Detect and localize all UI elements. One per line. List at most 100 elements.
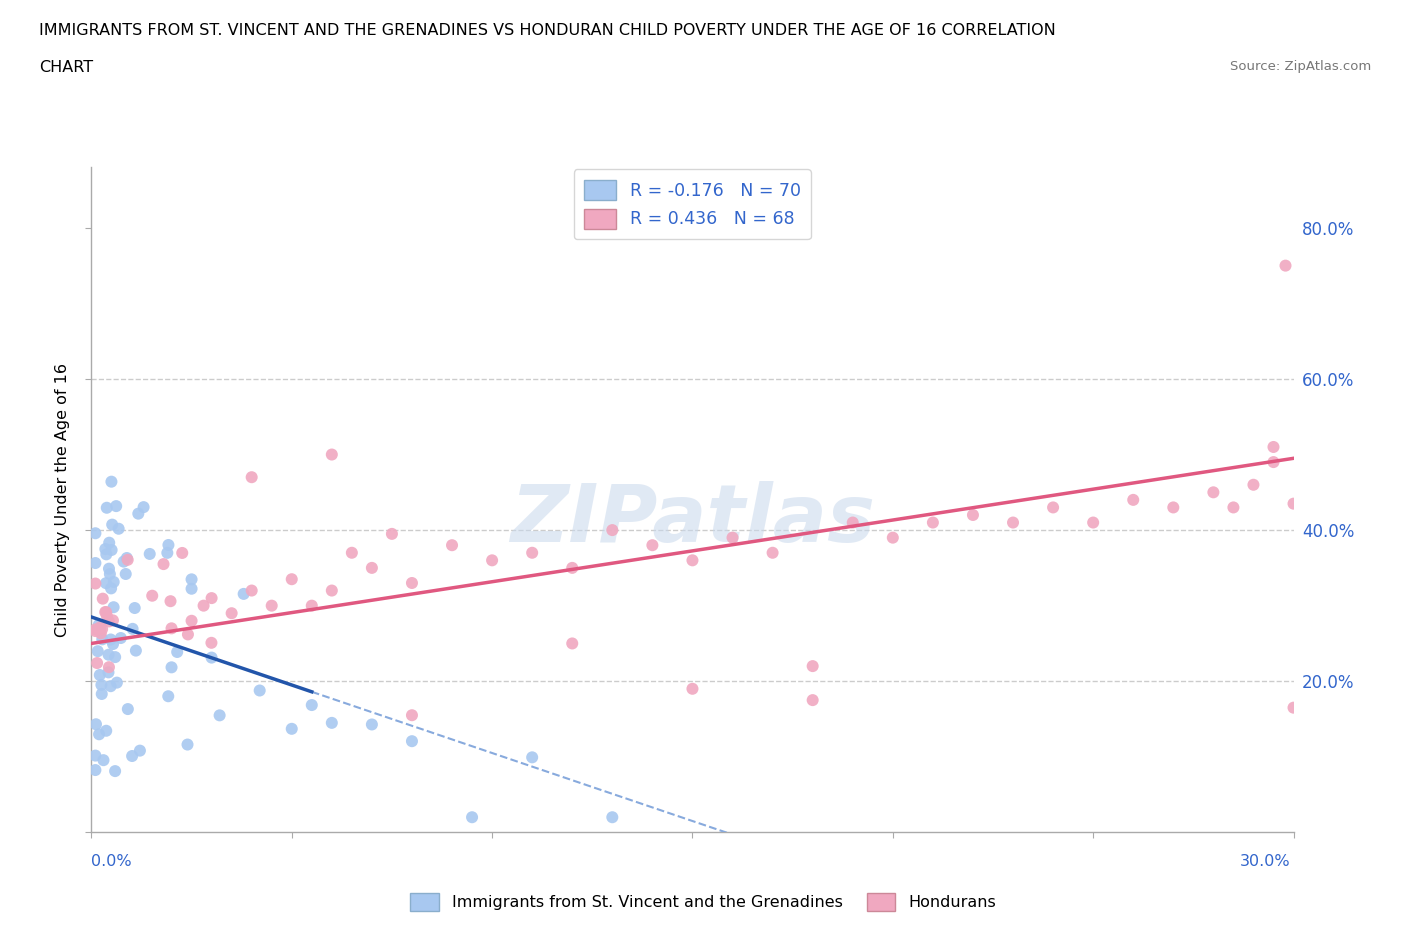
Point (201, 650, 224, 665)
Point (94, 576, 117, 591)
Point (762, 545, 785, 560)
Point (84, 525, 107, 540)
Point (401, 734, 423, 749)
Point (86, 656, 108, 671)
Point (98, 566, 121, 581)
Point (84, 622, 107, 637)
Point (922, 515, 945, 530)
Point (104, 764, 127, 778)
Point (87, 618, 110, 632)
Point (166, 644, 188, 659)
Point (97, 665, 120, 680)
Text: ZIPatlas: ZIPatlas (510, 481, 875, 559)
Point (321, 715, 343, 730)
Point (176, 737, 198, 752)
Point (97, 659, 120, 674)
Point (101, 517, 124, 532)
Point (84, 576, 107, 591)
Point (208, 708, 231, 723)
Point (90, 686, 112, 701)
Point (602, 523, 624, 538)
Point (84, 748, 107, 763)
Point (1042, 500, 1064, 515)
Point (104, 650, 127, 665)
Point (157, 689, 180, 704)
Point (193, 598, 215, 613)
Point (260, 598, 283, 613)
Point (360, 561, 382, 576)
Point (200, 635, 222, 650)
Point (1163, 500, 1185, 515)
Point (882, 530, 904, 545)
Point (801, 658, 824, 673)
Point (132, 499, 155, 514)
Point (180, 572, 202, 587)
Point (232, 587, 254, 602)
Point (841, 515, 863, 530)
Text: 0.0%: 0.0% (91, 854, 132, 869)
Point (1274, 259, 1296, 273)
Point (125, 644, 148, 658)
Point (160, 660, 183, 675)
Point (180, 581, 202, 596)
Point (240, 470, 263, 485)
Point (121, 621, 143, 636)
Point (522, 750, 544, 764)
Point (98, 536, 121, 551)
Point (84, 763, 107, 777)
Point (100, 581, 122, 596)
Point (401, 576, 423, 591)
Point (91, 631, 114, 646)
Point (124, 601, 146, 616)
Point (100, 542, 122, 557)
Text: IMMIGRANTS FROM ST. VINCENT AND THE GRENADINES VS HONDURAN CHILD POVERTY UNDER T: IMMIGRANTS FROM ST. VINCENT AND THE GREN… (39, 23, 1056, 38)
Point (360, 717, 382, 732)
Point (87, 644, 110, 658)
Point (249, 683, 271, 698)
Text: CHART: CHART (39, 60, 93, 75)
Point (522, 545, 544, 560)
Point (87, 727, 110, 742)
Point (401, 708, 423, 723)
Point (1001, 515, 1024, 530)
Point (96, 500, 118, 515)
Y-axis label: Child Poverty Under the Age of 16: Child Poverty Under the Age of 16 (55, 363, 70, 637)
Point (89, 619, 111, 634)
Point (91, 621, 114, 636)
Point (112, 554, 135, 569)
Point (1243, 477, 1265, 492)
Point (721, 530, 744, 545)
Legend: R = -0.176   N = 70, R = 0.436   N = 68: R = -0.176 N = 70, R = 0.436 N = 68 (574, 169, 811, 239)
Point (159, 593, 181, 608)
Point (84, 717, 107, 732)
Point (152, 557, 174, 572)
Point (84, 624, 107, 639)
Point (381, 526, 404, 541)
Text: 30.0%: 30.0% (1240, 854, 1291, 869)
Point (1083, 515, 1105, 530)
Point (561, 561, 583, 576)
Point (281, 722, 304, 737)
Point (138, 547, 160, 562)
Point (101, 613, 124, 628)
Point (121, 749, 143, 764)
Point (97, 614, 120, 629)
Point (681, 682, 703, 697)
Point (103, 600, 125, 615)
Point (97, 647, 120, 662)
Point (105, 675, 128, 690)
Point (160, 621, 183, 636)
Point (93, 752, 115, 767)
Point (1282, 497, 1305, 512)
Point (240, 583, 263, 598)
Point (94, 541, 117, 556)
Point (96, 724, 118, 738)
Point (90, 626, 112, 641)
Point (100, 679, 122, 694)
Point (340, 545, 363, 560)
Point (180, 614, 202, 629)
Point (100, 474, 122, 489)
Point (114, 566, 136, 581)
Point (129, 743, 152, 758)
Point (641, 538, 664, 552)
